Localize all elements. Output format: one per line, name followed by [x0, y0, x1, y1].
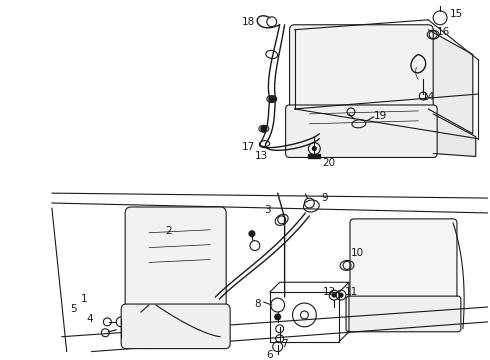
Circle shape [261, 126, 267, 132]
FancyBboxPatch shape [125, 207, 226, 318]
Text: 4: 4 [86, 314, 93, 324]
FancyBboxPatch shape [290, 25, 433, 114]
Text: 12: 12 [322, 287, 336, 297]
Text: 10: 10 [350, 248, 364, 257]
Circle shape [249, 231, 255, 237]
Text: 1: 1 [81, 294, 88, 304]
FancyBboxPatch shape [350, 219, 457, 306]
Polygon shape [428, 30, 473, 134]
FancyBboxPatch shape [346, 296, 461, 332]
Text: 18: 18 [242, 17, 255, 27]
Text: 5: 5 [71, 304, 77, 314]
Text: 8: 8 [255, 299, 261, 309]
Circle shape [275, 314, 281, 320]
FancyBboxPatch shape [121, 304, 230, 348]
Circle shape [312, 147, 317, 150]
Text: 7: 7 [281, 339, 288, 349]
Text: 9: 9 [321, 193, 327, 203]
Text: 17: 17 [242, 141, 255, 152]
Text: 6: 6 [267, 350, 273, 360]
Bar [308, 153, 320, 158]
Text: 2: 2 [166, 226, 172, 236]
Circle shape [269, 96, 275, 102]
Circle shape [339, 293, 343, 297]
Text: 15: 15 [449, 9, 463, 19]
Text: 11: 11 [344, 287, 358, 297]
Text: 16: 16 [437, 27, 450, 37]
FancyBboxPatch shape [286, 105, 437, 157]
Text: 3: 3 [265, 205, 271, 215]
Text: 14: 14 [421, 92, 435, 102]
Text: 13: 13 [255, 152, 269, 162]
Polygon shape [433, 114, 476, 157]
Circle shape [332, 293, 336, 297]
Text: 19: 19 [374, 111, 387, 121]
Text: 20: 20 [322, 158, 336, 168]
